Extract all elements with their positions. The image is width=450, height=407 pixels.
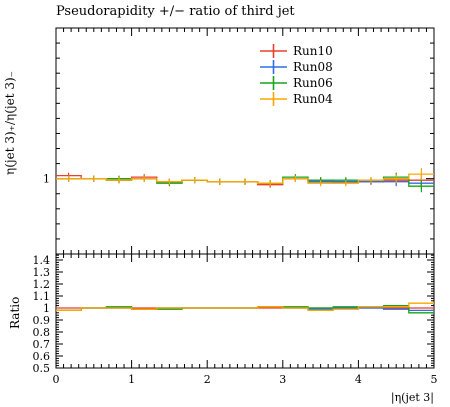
x-tick-label: 4 <box>355 373 362 386</box>
main-y-tick-label: 1 <box>43 173 50 186</box>
ratio-y-tick-label: 1 <box>43 302 50 315</box>
ratio-y-axis-label: Ratio <box>8 297 22 329</box>
ratio-y-tick-label: 0.7 <box>33 338 51 351</box>
ratio-y-tick-label: 0.6 <box>33 350 51 363</box>
chart-title: Pseudorapidity +/− ratio of third jet <box>56 4 295 19</box>
ratio-y-tick-label: 1.4 <box>33 254 51 267</box>
main-panel: η(jet 3)₊/η(jet 3)₋ 1 Run10Run08Run06Run… <box>3 27 435 255</box>
ratio-y-tick-label: 0.8 <box>33 326 51 339</box>
series-run04 <box>56 302 434 312</box>
legend-label: Run06 <box>293 76 333 90</box>
legend-label: Run04 <box>293 92 333 106</box>
ratio-panel: Ratio 1.41.31.21.110.90.80.70.60.50 1 2 3 4 5… <box>8 253 438 405</box>
main-y-axis-label: η(jet 3)₊/η(jet 3)₋ <box>3 71 17 175</box>
series-run04 <box>56 168 434 187</box>
legend-label: Run08 <box>293 60 333 74</box>
ratio-y-tick-label: 0.5 <box>33 362 51 375</box>
ratio-y-tick-label: 0.9 <box>33 314 51 327</box>
ratio-y-tick-label: 1.1 <box>33 290 51 303</box>
x-tick-label: 5 <box>431 373 438 386</box>
main-ticks: 1 <box>43 28 435 254</box>
legend: Run10 Run08 Run06 Run04 <box>260 44 333 106</box>
ratio-ticks: 1.41.31.21.110.90.80.70.60.50 1 2 3 4 5 <box>33 254 438 386</box>
main-series <box>56 168 434 193</box>
ratio-panel-frame <box>55 253 435 369</box>
x-axis-label: |η(jet 3| <box>391 391 434 405</box>
main-panel-frame <box>55 27 435 255</box>
ratio-series <box>56 302 434 314</box>
x-tick-label: 2 <box>204 373 211 386</box>
series-line <box>56 302 434 312</box>
series-line <box>56 173 434 184</box>
ratio-y-tick-label: 1.3 <box>33 266 51 279</box>
x-tick-label: 1 <box>128 373 135 386</box>
x-tick-label: 0 <box>53 373 60 386</box>
legend-label: Run10 <box>293 44 333 58</box>
x-tick-label: 3 <box>279 373 286 386</box>
ratio-y-tick-label: 1.2 <box>33 278 51 291</box>
